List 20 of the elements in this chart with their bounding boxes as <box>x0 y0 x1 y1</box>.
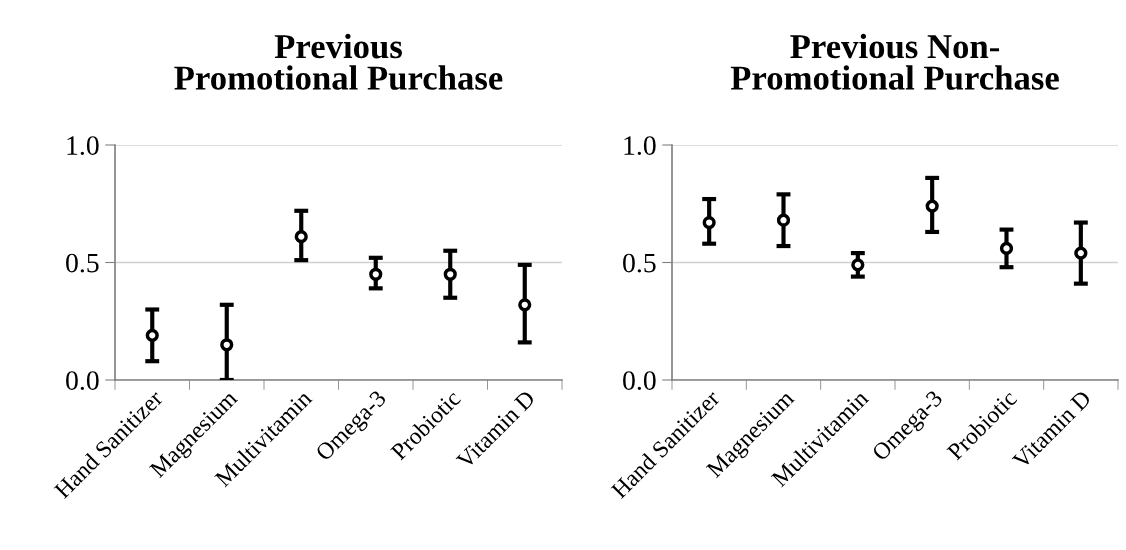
point <box>999 241 1014 255</box>
y-tick-label: 1.0 <box>67 136 99 156</box>
point <box>518 298 532 312</box>
y-tick-label: 1.0 <box>624 136 656 156</box>
point <box>369 267 383 281</box>
point <box>702 215 716 230</box>
point <box>1074 246 1088 260</box>
y-tick-label: 0.0 <box>623 371 656 391</box>
y-tick-label: 0.5 <box>66 253 99 273</box>
point <box>925 199 939 213</box>
point <box>776 213 791 227</box>
point <box>443 267 457 281</box>
chart-title: Previous Non- Promotional Purchase <box>730 33 1059 90</box>
y-tick-label: 0.5 <box>623 253 656 273</box>
point <box>145 328 159 342</box>
point <box>851 258 865 272</box>
point <box>220 338 234 352</box>
y-tick-label: 0.0 <box>66 371 99 391</box>
chart-title: Previous Promotional Purchase <box>174 33 503 90</box>
point <box>294 230 308 244</box>
